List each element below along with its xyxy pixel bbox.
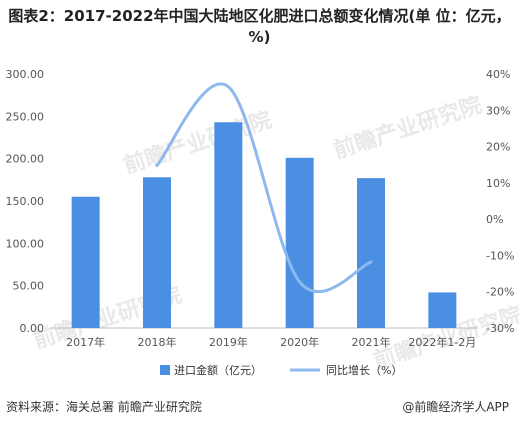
x-tick-label: 2018年 xyxy=(138,335,177,349)
x-tick-label: 2021年 xyxy=(352,335,391,349)
bar xyxy=(214,122,243,328)
bar xyxy=(285,157,314,328)
left-tick-label: 200.00 xyxy=(6,153,45,166)
right-tick-label: -20% xyxy=(486,286,514,299)
bar xyxy=(71,196,100,328)
brand-note: @前瞻经济学人APP xyxy=(402,400,509,414)
left-axis-ticks: 0.00 50.00 100.00 150.00 200.00 250.00 300.00 xyxy=(6,68,45,335)
legend-bar-label: 进口金额（亿元） xyxy=(174,363,262,377)
right-tick-label: 30% xyxy=(486,104,510,117)
growth-line xyxy=(155,82,373,293)
x-tick-label: 2022年1-2月 xyxy=(408,335,476,349)
left-tick-label: 0.00 xyxy=(20,322,45,335)
right-tick-label: 10% xyxy=(486,177,510,190)
legend-bar-swatch xyxy=(160,365,170,375)
left-tick-label: 250.00 xyxy=(6,110,45,123)
bar xyxy=(428,292,457,328)
legend: 进口金额（亿元） 同比增长（%） xyxy=(160,363,402,377)
left-tick-label: 300.00 xyxy=(6,68,45,81)
right-tick-label: 40% xyxy=(486,68,510,81)
bars xyxy=(71,122,457,328)
right-axis-ticks: -30% -20% -10% 0% 10% 20% 30% 40% xyxy=(486,68,514,335)
legend-line-label: 同比增长（%） xyxy=(326,363,402,377)
x-tick-label: 2020年 xyxy=(280,335,319,349)
right-tick-label: 20% xyxy=(486,141,510,154)
chart-title: 图表2：2017-2022年中国大陆地区化肥进口总额变化情况(单 位：亿元，%) xyxy=(8,7,511,46)
x-axis-ticks: 2017年 2018年 2019年 2020年 2021年 2022年1-2月 xyxy=(66,335,476,349)
bar xyxy=(143,177,171,328)
right-tick-label: -10% xyxy=(486,249,514,262)
bar xyxy=(357,178,385,328)
right-tick-label: -30% xyxy=(486,322,514,335)
left-tick-label: 100.00 xyxy=(6,237,45,250)
left-tick-label: 50.00 xyxy=(13,280,45,293)
right-tick-label: 0% xyxy=(486,213,503,226)
x-tick-label: 2017年 xyxy=(66,335,105,349)
source-note: 资料来源：海关总署 前瞻产业研究院 xyxy=(6,400,202,414)
left-tick-label: 150.00 xyxy=(6,195,45,208)
x-tick-label: 2019年 xyxy=(209,335,248,349)
